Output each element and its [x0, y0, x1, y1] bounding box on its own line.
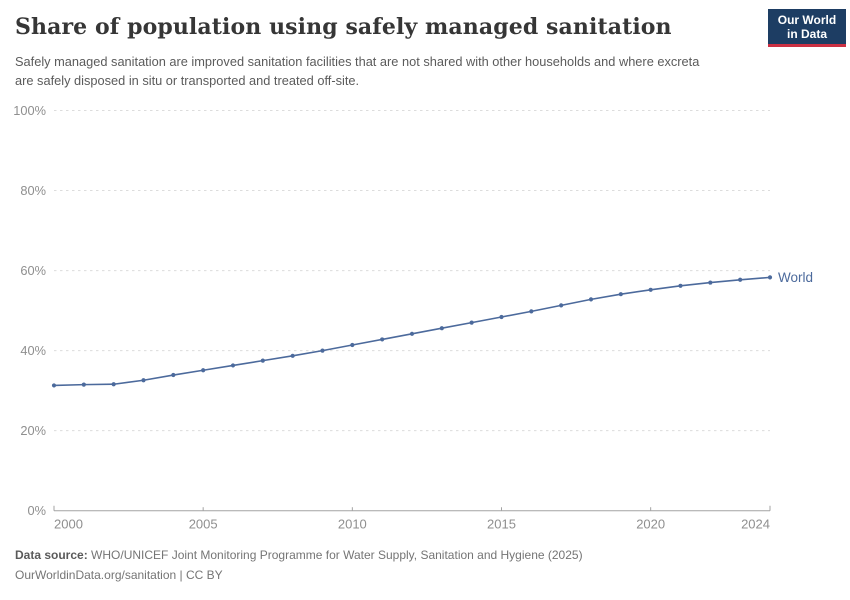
y-tick-label: 60% [20, 263, 46, 278]
logo-line1: Our World [777, 12, 837, 27]
data-point [350, 342, 355, 348]
x-tick-label: 2000 [54, 517, 83, 532]
data-point [469, 320, 474, 325]
y-tick-label: 80% [20, 183, 46, 198]
data-point [588, 297, 594, 302]
owid-logo: Our World in Data [768, 9, 846, 47]
x-tick-label: 2015 [487, 517, 516, 532]
data-point [141, 378, 146, 383]
y-tick-label: 0% [28, 503, 47, 518]
data-point [111, 382, 116, 387]
data-point [380, 337, 385, 342]
data-point [81, 382, 86, 387]
license-line: OurWorldinData.org/sanitation | CC BY [15, 568, 223, 582]
data-point [738, 277, 743, 282]
x-tick-label: 2010 [338, 517, 367, 532]
data-point [439, 326, 444, 331]
x-tick-label: 2024 [741, 517, 770, 532]
data-point [201, 368, 206, 373]
data-point [409, 331, 415, 336]
data-point [648, 287, 653, 292]
data-point [290, 353, 295, 358]
data-source-text: WHO/UNICEF Joint Monitoring Programme fo… [87, 548, 583, 562]
chart-footer: Data source: WHO/UNICEF Joint Monitoring… [15, 545, 835, 585]
data-point [171, 372, 176, 378]
data-point [559, 303, 564, 308]
data-point [320, 348, 325, 353]
data-point [230, 363, 236, 368]
y-tick-label: 40% [20, 343, 46, 358]
series-end-label: World [778, 270, 813, 285]
y-tick-label: 100% [13, 103, 46, 118]
data-point [708, 280, 713, 285]
y-tick-label: 20% [20, 423, 46, 438]
x-tick-label: 2020 [636, 517, 665, 532]
data-point [678, 283, 683, 288]
series-line [53, 276, 771, 387]
data-point [51, 383, 57, 388]
chart-subtitle: Safely managed sanitation are improved s… [15, 54, 700, 88]
data-source-line: Data source: WHO/UNICEF Joint Monitoring… [15, 545, 835, 565]
data-point [767, 275, 773, 280]
data-point [499, 314, 504, 320]
data-point [260, 358, 265, 363]
x-tick-label: 2005 [189, 517, 218, 532]
page-title: Share of population using safely managed… [15, 14, 672, 40]
data-point [618, 292, 623, 297]
logo-line2: in Data [786, 26, 827, 41]
data-point [529, 309, 534, 314]
data-source-label: Data source: [15, 548, 88, 562]
